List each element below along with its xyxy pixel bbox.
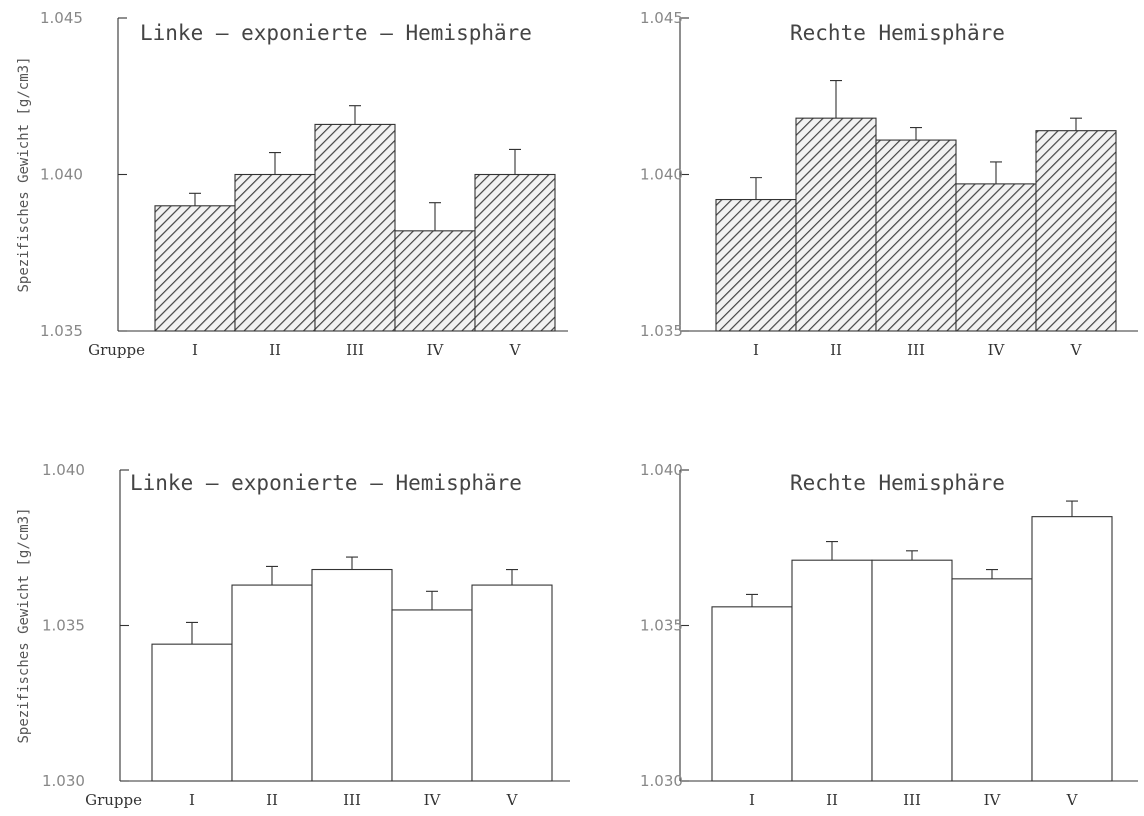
y-axis-label: Spezifisches Gewicht [g/cm3] <box>16 56 32 292</box>
y-tick-label: 1.035 <box>640 617 683 635</box>
y-tick-label: 1.040 <box>40 166 83 184</box>
x-tick-label: IV <box>424 791 442 809</box>
x-tick-label: III <box>907 341 925 359</box>
bar-I <box>154 205 236 332</box>
error-bar-III <box>910 127 922 141</box>
error-bar-II <box>266 565 278 586</box>
y-tick-label: 1.040 <box>640 461 683 479</box>
group-label: Gruppe <box>85 791 142 809</box>
error-bar-IV <box>429 202 441 231</box>
y-tick-label: 1.030 <box>42 772 85 790</box>
x-tick-label: III <box>903 791 921 809</box>
x-tick-label: I <box>192 341 198 359</box>
bar-I <box>715 198 797 332</box>
bar-III <box>314 123 396 332</box>
y-tick-label: 1.030 <box>640 772 683 790</box>
bar-II <box>795 117 877 332</box>
bar-III <box>311 568 393 782</box>
x-tick-label: III <box>343 791 361 809</box>
x-tick-label: I <box>753 341 759 359</box>
x-tick-label: V <box>506 791 519 809</box>
error-bar-I <box>186 621 198 645</box>
x-tick-label: I <box>189 791 195 809</box>
y-tick-label: 1.045 <box>640 9 683 27</box>
error-bar-III <box>349 105 361 125</box>
bar-I <box>151 643 233 782</box>
chart-title: Linke – exponierte – Hemisphäre <box>140 21 532 45</box>
bar-V <box>1031 516 1113 782</box>
error-bar-III <box>346 556 358 570</box>
x-tick-label: V <box>1070 341 1083 359</box>
x-tick-label: II <box>266 791 278 809</box>
error-bar-V <box>506 568 518 586</box>
error-bar-II <box>269 152 281 175</box>
x-tick-label: II <box>826 791 838 809</box>
group-label: Gruppe <box>88 341 145 359</box>
error-bar-IV <box>986 568 998 579</box>
chart-title: Rechte Hemisphäre <box>790 21 1005 45</box>
y-tick-label: 1.035 <box>42 617 85 635</box>
bar-IV <box>391 609 473 782</box>
bar-II <box>231 584 313 782</box>
bar-II <box>791 559 873 782</box>
error-bar-IV <box>990 161 1002 184</box>
error-bar-V <box>1066 500 1078 517</box>
x-tick-label: III <box>346 341 364 359</box>
bar-IV <box>955 183 1037 332</box>
bar-III <box>871 559 953 782</box>
error-bar-I <box>746 593 758 607</box>
y-tick-label: 1.040 <box>640 166 683 184</box>
y-tick-label: 1.035 <box>40 322 83 340</box>
x-tick-label: V <box>1066 791 1079 809</box>
y-tick-label: 1.040 <box>42 461 85 479</box>
x-tick-label: IV <box>427 341 445 359</box>
y-tick-label: 1.045 <box>40 9 83 27</box>
error-bar-II <box>826 540 838 561</box>
error-bar-II <box>830 80 842 119</box>
bar-V <box>1035 130 1117 332</box>
chart-title: Rechte Hemisphäre <box>790 471 1005 495</box>
error-bar-III <box>906 550 918 561</box>
error-bar-I <box>189 192 201 206</box>
error-bar-V <box>1070 117 1082 131</box>
bar-IV <box>394 230 476 332</box>
y-tick-label: 1.035 <box>640 322 683 340</box>
x-tick-label: V <box>509 341 522 359</box>
x-tick-label: IV <box>984 791 1002 809</box>
bar-V <box>471 584 553 782</box>
bar-IV <box>951 578 1033 782</box>
x-tick-label: I <box>749 791 755 809</box>
chart-title: Linke – exponierte – Hemisphäre <box>130 471 522 495</box>
x-tick-label: IV <box>988 341 1006 359</box>
error-bar-I <box>750 177 762 200</box>
error-bar-IV <box>426 590 438 610</box>
y-axis-label: Spezifisches Gewicht [g/cm3] <box>16 507 32 743</box>
bar-II <box>234 173 316 332</box>
error-bar-V <box>509 148 521 175</box>
x-tick-label: II <box>830 341 842 359</box>
bar-V <box>474 173 556 332</box>
x-tick-label: II <box>269 341 281 359</box>
bar-I <box>711 606 793 782</box>
bar-III <box>875 139 957 332</box>
